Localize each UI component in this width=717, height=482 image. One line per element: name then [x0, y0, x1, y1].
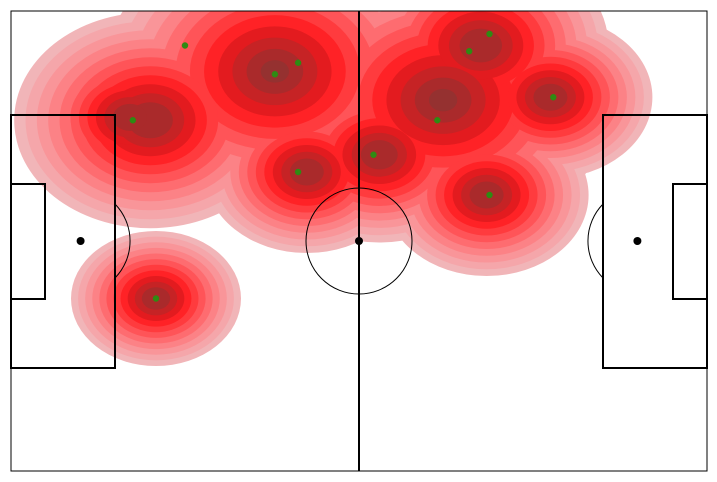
event-point-3 — [294, 59, 302, 66]
event-point-12 — [152, 295, 160, 302]
event-point-8 — [434, 117, 441, 124]
centre-spot — [355, 237, 363, 245]
left-penalty-arc — [114, 203, 131, 279]
density-level-11-blob-6 — [360, 140, 398, 170]
right-penalty-arc — [587, 203, 604, 279]
density-level-11-blob-4 — [459, 28, 503, 63]
right-six-yard-box — [672, 183, 708, 300]
right-penalty-spot — [633, 237, 642, 245]
event-point-6 — [550, 94, 557, 101]
event-point-9 — [370, 151, 377, 158]
pitch-spots — [76, 237, 642, 245]
centre-circle — [305, 187, 413, 295]
event-point-5 — [466, 48, 473, 55]
event-point-11 — [486, 191, 493, 199]
left-penalty-spot — [76, 237, 85, 245]
event-point-2 — [271, 71, 279, 78]
event-point-1 — [181, 42, 189, 49]
density-level-11-blob-5 — [289, 158, 324, 186]
event-point-10 — [294, 168, 302, 176]
event-point-7 — [129, 117, 136, 124]
density-heat-layer — [14, 11, 653, 366]
left-six-yard-box — [10, 183, 46, 300]
density-level-11-blob-10 — [112, 103, 147, 131]
event-point-4 — [486, 30, 493, 38]
event-points — [129, 30, 557, 302]
density-level-12-blob-2 — [428, 88, 458, 112]
